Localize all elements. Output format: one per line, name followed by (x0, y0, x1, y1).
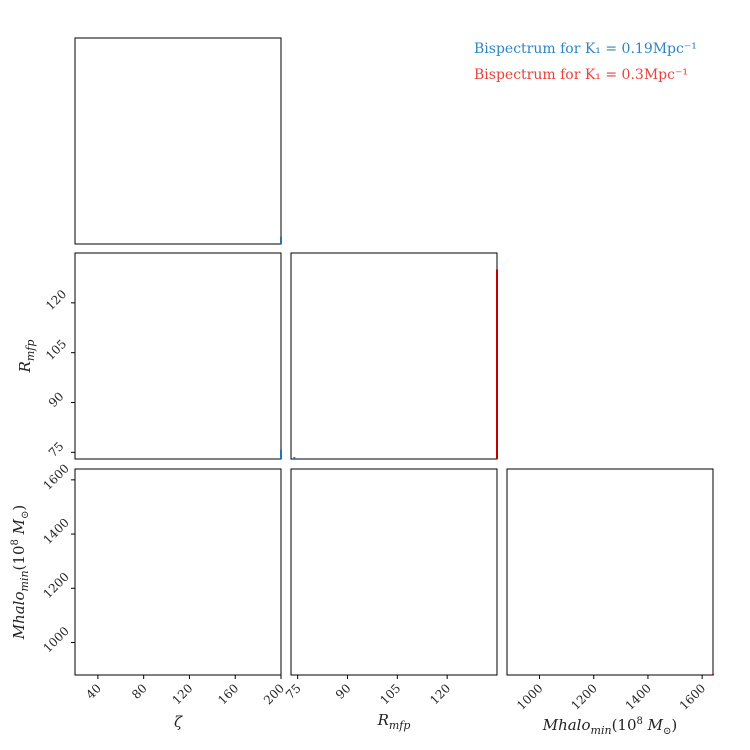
panel-rmfp-vs-zeta (74, 252, 282, 460)
xtick-label-rmfp-105: 105 (377, 681, 403, 707)
ytick-label-rmfp-105: 105 (43, 337, 69, 363)
ytick-label-mhalo-1400: 1400 (40, 515, 71, 546)
axis-label-mhalo: Mhalomin(108 M⊙) (542, 716, 678, 737)
ytick-label-mhalo-1000: 1000 (40, 624, 71, 655)
ytick-label-rmfp-120: 120 (43, 287, 69, 313)
xtick-label-mhalo-1600: 1600 (677, 681, 708, 712)
legend: Bispectrum for K₁ = 0.19Mpc⁻¹ Bispectrum… (474, 41, 697, 83)
xtick-label-zeta-160: 160 (215, 681, 241, 707)
xtick-label-rmfp-120: 120 (427, 681, 453, 707)
ytick-label-rmfp-75: 75 (46, 439, 67, 460)
axis-label-zeta: ζ (174, 713, 183, 731)
axis-label-rmfp: Rmfp (16, 340, 37, 374)
axis-label-mhalo: Mhalomin(108 M⊙) (10, 505, 31, 641)
xtick-label-mhalo-1200: 1200 (568, 681, 599, 712)
ytick-label-mhalo-1200: 1200 (40, 570, 71, 601)
xtick-label-zeta-40: 40 (83, 681, 104, 702)
axis-labels-layer: ζ Rmfp Mhalomin(108 M⊙) Rmfp Mhalomin(108 M⊙… (10, 340, 677, 737)
panel-zeta-vs-zeta (74, 37, 282, 245)
panel-mhalo-vs-rmfp (290, 468, 498, 676)
ytick-label-rmfp-90: 90 (46, 389, 67, 410)
xtick-label-zeta-80: 80 (129, 681, 150, 702)
xtick-label-zeta-120: 120 (169, 681, 195, 707)
xtick-label-rmfp-75: 75 (283, 681, 304, 702)
panel-mhalo-vs-zeta (74, 468, 282, 676)
xtick-label-mhalo-1400: 1400 (623, 681, 654, 712)
marks-layer (280, 236, 714, 675)
ytick-label-mhalo-1600: 1600 (40, 461, 71, 492)
legend-entry-k03: Bispectrum for K₁ = 0.3Mpc⁻¹ (474, 67, 688, 83)
xtick-label-zeta-200: 200 (261, 681, 287, 707)
axis-label-rmfp: Rmfp (377, 711, 411, 732)
xtick-label-mhalo-1000: 1000 (514, 681, 545, 712)
panels-layer (74, 37, 714, 676)
legend-entry-k019: Bispectrum for K₁ = 0.19Mpc⁻¹ (474, 41, 697, 57)
xtick-label-rmfp-90: 90 (333, 681, 354, 702)
panel-mhalo-vs-mhalo (506, 468, 714, 676)
panel-rmfp-vs-rmfp (290, 252, 498, 460)
